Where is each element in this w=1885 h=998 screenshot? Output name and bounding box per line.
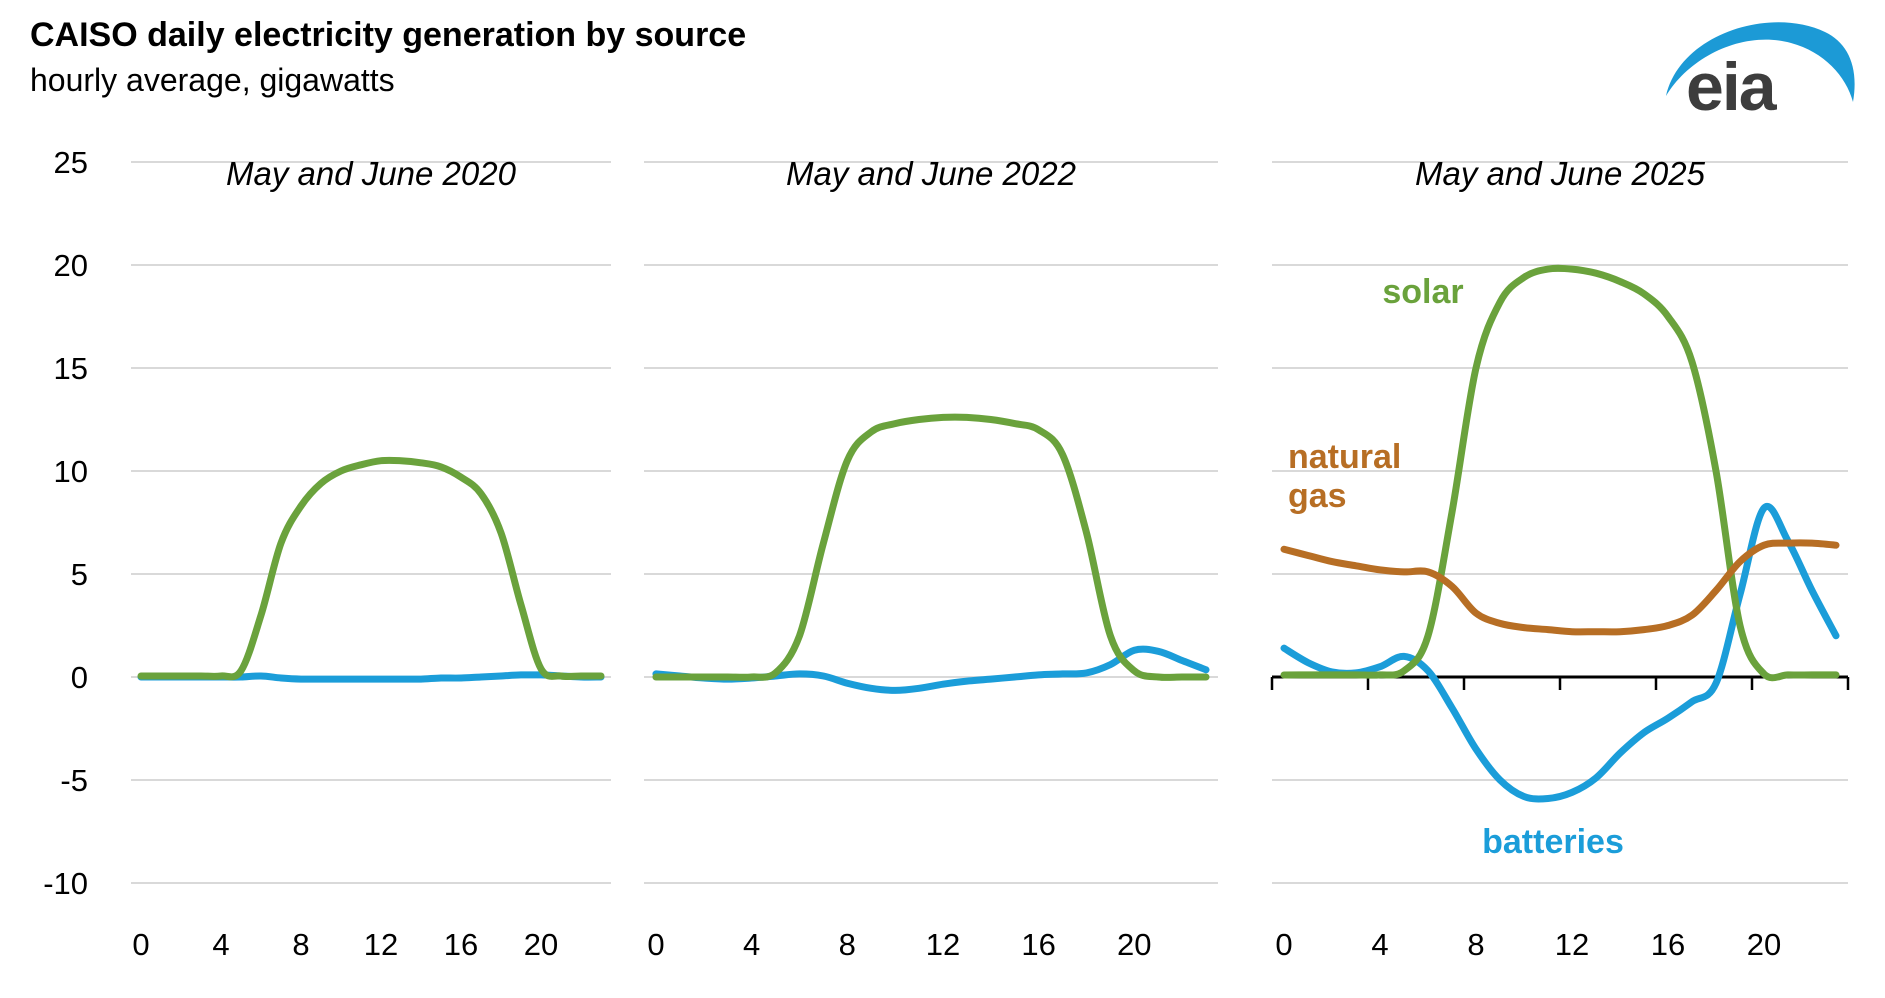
- eia-logo-text: eia: [1686, 49, 1778, 119]
- x-axis-label: 4: [212, 927, 229, 962]
- panel-title: May and June 2022: [786, 155, 1076, 192]
- chart-subtitle: hourly average, gigawatts: [30, 62, 395, 98]
- y-axis-label: 10: [54, 454, 88, 489]
- y-axis-label: 0: [71, 660, 88, 695]
- y-axis-label: 25: [54, 145, 88, 180]
- y-axis: 25 20 15 10 5 0 -5 -10: [43, 145, 88, 901]
- x-axis-label: 0: [1275, 927, 1292, 962]
- eia-logo-graphic: eia: [1666, 22, 1855, 125]
- series-line-solar: [137, 456, 605, 681]
- x-axis-label: 12: [364, 927, 398, 962]
- annotation-batteries: batteries: [1482, 823, 1624, 861]
- x-axis-label: 4: [743, 927, 760, 962]
- y-axis-label: 15: [54, 351, 88, 386]
- panel-2: May and June 2022 0 4 8 12 16 20: [644, 155, 1218, 962]
- panel-3: May and June 2025 0 4 8 12 16 20: [1270, 155, 1850, 962]
- series-line-solar: [652, 413, 1210, 681]
- annotation-solar: solar: [1382, 273, 1463, 311]
- x-axis-label: 12: [1555, 927, 1589, 962]
- series-line-natural_gas: [1280, 539, 1840, 636]
- series-line-batteries: [1280, 502, 1840, 803]
- panel-1: May and June 2020 0 4 8 12 16 20: [131, 155, 611, 962]
- x-axis-label: 8: [839, 927, 856, 962]
- y-axis-label: 5: [71, 557, 88, 592]
- x-axis-label: 20: [1747, 927, 1781, 962]
- x-axis-label: 8: [1467, 927, 1484, 962]
- x-axis-label: 20: [524, 927, 558, 962]
- annotation-natural-gas: natural gas: [1288, 438, 1401, 515]
- series-line-solar: [1280, 264, 1840, 682]
- x-axis-label: 4: [1371, 927, 1388, 962]
- x-axis-label: 16: [1021, 927, 1055, 962]
- x-axis-label: 16: [1651, 927, 1685, 962]
- series-annotations: solar natural gas batteries: [1288, 273, 1624, 861]
- eia-logo-swoosh-icon: [1666, 22, 1855, 102]
- x-axis-label: 20: [1117, 927, 1151, 962]
- x-axis-label: 16: [444, 927, 478, 962]
- x-axis-label: 0: [647, 927, 664, 962]
- chart-title: CAISO daily electricity generation by so…: [30, 16, 747, 54]
- x-axis-label: 8: [292, 927, 309, 962]
- panel-title: May and June 2025: [1415, 155, 1706, 192]
- eia-logo: eia: [1648, 4, 1868, 125]
- y-axis-label: -10: [43, 866, 88, 901]
- y-axis-label: 20: [54, 248, 88, 283]
- x-axis-label: 12: [926, 927, 960, 962]
- y-axis-label: -5: [60, 763, 88, 798]
- panel-title: May and June 2020: [226, 155, 517, 192]
- x-axis-label: 0: [132, 927, 149, 962]
